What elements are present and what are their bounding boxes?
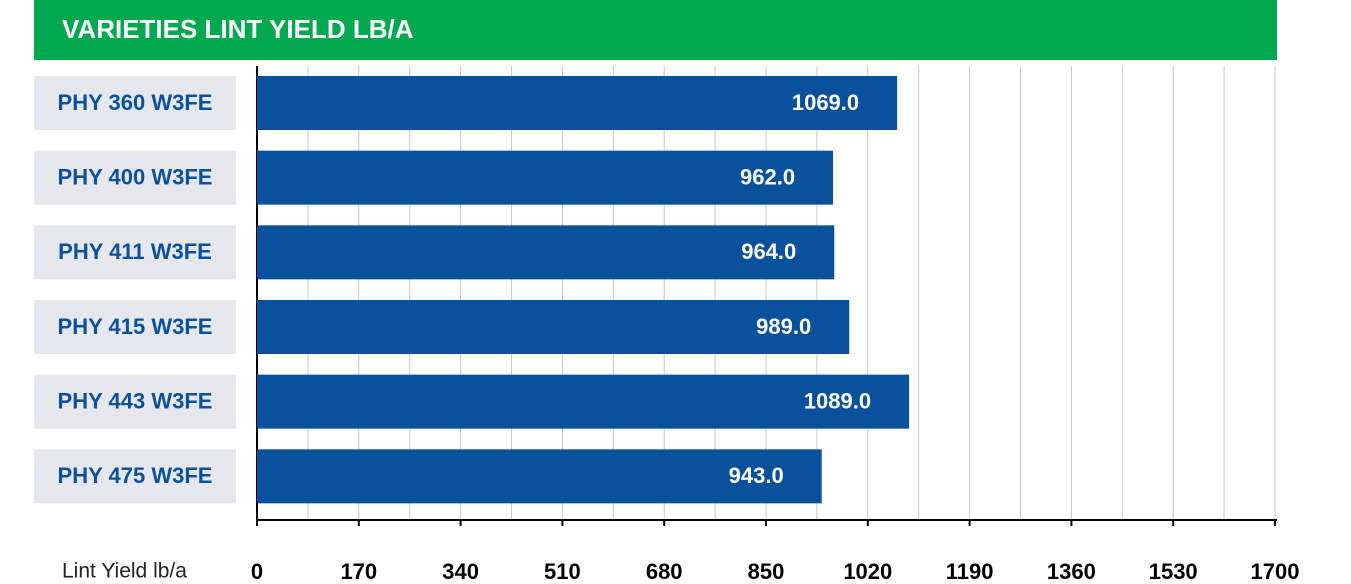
value-label: 962.0 [740, 164, 795, 189]
category-box [34, 76, 236, 130]
value-label: 1069.0 [792, 90, 859, 115]
x-axis-label: Lint Yield lb/a [62, 560, 187, 583]
category-box [34, 449, 236, 504]
bar [257, 300, 850, 354]
chart-title: VARIETIES LINT YIELD LB/A [62, 14, 414, 44]
x-tick-label: 1020 [843, 559, 892, 584]
y-tick-label: PHY 415 W3FE [58, 314, 213, 339]
category-box [34, 225, 236, 280]
x-tick-label: 510 [544, 559, 581, 584]
title-banner [34, 0, 1277, 60]
y-tick-label: PHY 360 W3FE [58, 90, 213, 115]
x-tick-label: 1700 [1251, 559, 1300, 584]
x-tick-label: 170 [340, 559, 377, 584]
value-label: 964.0 [741, 239, 796, 264]
y-tick-label: PHY 475 W3FE [58, 463, 213, 488]
y-tick-label: PHY 400 W3FE [58, 164, 213, 189]
x-tick-label: 1530 [1149, 559, 1198, 584]
x-tick-label: 1360 [1047, 559, 1096, 584]
category-box [34, 150, 236, 205]
x-tick-label: 0 [251, 559, 263, 584]
bar [257, 449, 822, 504]
x-tick-label: 680 [646, 559, 683, 584]
x-tick-label: 850 [748, 559, 785, 584]
bar [257, 374, 910, 429]
bar [257, 225, 835, 280]
value-label: 1089.0 [804, 388, 871, 413]
category-box [34, 300, 236, 354]
bar [257, 76, 898, 130]
x-tick-label: 1190 [946, 559, 994, 584]
value-label: 943.0 [729, 463, 784, 488]
y-tick-label: PHY 443 W3FE [58, 388, 213, 413]
bar [257, 150, 834, 205]
value-label: 989.0 [756, 314, 811, 339]
category-box [34, 374, 236, 429]
x-tick-label: 340 [442, 559, 479, 584]
y-tick-label: PHY 411 W3FE [58, 239, 212, 264]
